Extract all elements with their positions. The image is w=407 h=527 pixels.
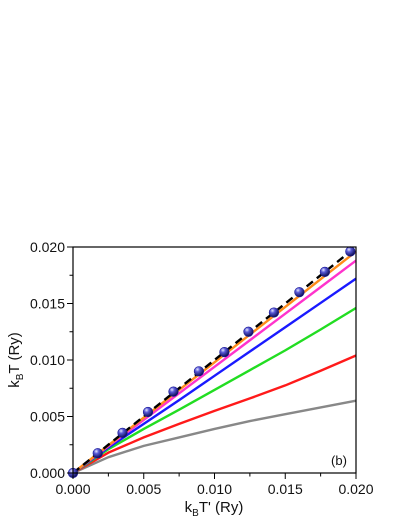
x-tick-label: 0.005 bbox=[126, 481, 161, 497]
data-point bbox=[319, 266, 330, 277]
y-tick-label: 0.005 bbox=[30, 409, 65, 425]
panel-label: (b) bbox=[331, 453, 347, 468]
x-axis-label: kBT' (Ry) bbox=[185, 499, 244, 519]
x-tick-label: 0.015 bbox=[268, 481, 303, 497]
y-tick-label: 0.000 bbox=[30, 465, 65, 481]
y-axis-label: kBT (Ry) bbox=[6, 332, 26, 388]
y-tick-label: 0.010 bbox=[30, 352, 65, 368]
x-tick-label: 0.020 bbox=[338, 481, 373, 497]
data-point bbox=[142, 406, 154, 418]
data-point bbox=[219, 346, 230, 358]
series-line-0 bbox=[72, 246, 357, 474]
data-point bbox=[193, 366, 205, 377]
x-axis-label-rest: T' (Ry) bbox=[199, 499, 244, 516]
y-axis-label-subscript: B bbox=[15, 373, 26, 380]
x-tick-label: 0.010 bbox=[197, 481, 232, 497]
series-layer bbox=[72, 246, 357, 475]
data-point bbox=[243, 326, 254, 337]
series-line-5 bbox=[72, 354, 357, 475]
x-tick-label: 0.000 bbox=[55, 481, 90, 497]
y-tick-label: 0.015 bbox=[30, 296, 65, 312]
y-axis-label-rest: T (Ry) bbox=[6, 332, 23, 373]
series-line-3 bbox=[72, 277, 357, 474]
data-point bbox=[345, 246, 356, 257]
data-point bbox=[294, 287, 305, 298]
data-point bbox=[268, 307, 280, 318]
x-axis-label-main: k bbox=[185, 499, 193, 516]
ticks-layer: 0.000 0.005 0.010 0.015 0.020 0.000 0.005 0.010… bbox=[30, 239, 374, 497]
points-layer bbox=[67, 246, 356, 479]
y-tick-label: 0.020 bbox=[30, 239, 65, 255]
x-axis-label-subscript: B bbox=[192, 508, 199, 519]
data-point bbox=[168, 386, 179, 397]
series-line-6 bbox=[72, 399, 357, 475]
data-point bbox=[117, 427, 128, 438]
series-line-4 bbox=[72, 306, 357, 474]
y-axis-label-main: k bbox=[6, 380, 23, 388]
data-point bbox=[92, 448, 103, 459]
